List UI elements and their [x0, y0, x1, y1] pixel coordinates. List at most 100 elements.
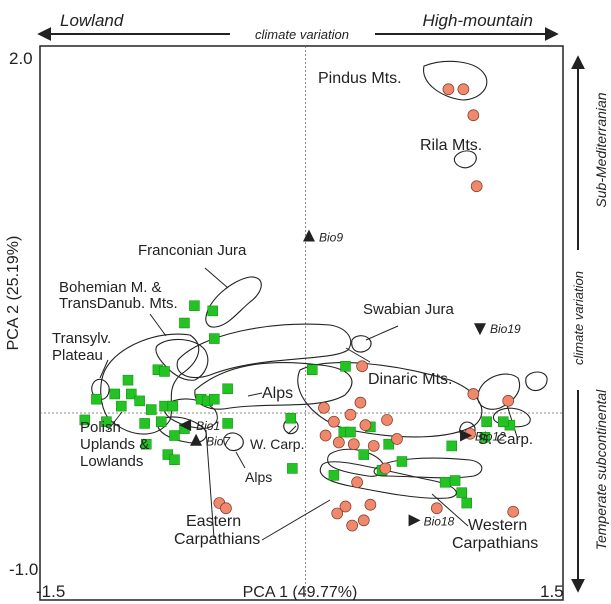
vector-arrow	[179, 419, 192, 432]
circle-point	[318, 401, 330, 414]
circle-point	[339, 500, 352, 513]
square-point	[209, 333, 220, 344]
circle-point	[319, 429, 332, 442]
square-point	[222, 383, 233, 395]
label-polish-3: Lowlands	[80, 453, 143, 470]
label-wcarp: W. Carp.	[250, 436, 304, 452]
outline-alps	[194, 362, 353, 410]
label-bohemian-1: Bohemian M. &	[59, 279, 162, 296]
square-point	[456, 487, 467, 498]
square-point	[116, 400, 127, 412]
label-franconian: Franconian Jura	[138, 242, 247, 259]
y-tick-bottom: -1.0	[9, 560, 38, 579]
circle-point	[347, 438, 360, 451]
square-point	[497, 416, 509, 427]
square-point	[155, 416, 167, 427]
right-axis-top-label: Sub-Mediterranian	[593, 92, 609, 207]
x-tick-right: 1.5	[540, 582, 564, 601]
outline-pindus	[423, 60, 488, 101]
square-point	[169, 454, 180, 466]
square-point	[396, 456, 408, 467]
label-western-1: Western	[468, 517, 527, 534]
top-axis: Lowland climate variation High-mountain	[37, 11, 559, 43]
label-eastern-1: Eastern	[186, 513, 241, 530]
square-point	[122, 374, 134, 386]
label-scarp: S. Carp.	[478, 431, 533, 448]
vector-label: Bio9	[319, 230, 343, 244]
outline-alps-lower	[223, 432, 244, 452]
plot-frame	[39, 45, 564, 601]
circle-point	[470, 180, 483, 193]
square-point	[101, 416, 112, 427]
square-point	[134, 395, 145, 407]
circle-point	[381, 414, 393, 426]
square-point	[481, 416, 492, 427]
y-tick-top: 2.0	[9, 49, 33, 68]
vector-label: Bio12	[475, 430, 506, 444]
vector-arrow	[408, 514, 421, 527]
square-point	[479, 432, 491, 443]
circle-point	[357, 514, 370, 527]
outline-transylv	[91, 378, 110, 400]
x-axis-label: PCA 1 (49.77%)	[243, 584, 358, 601]
square-point	[285, 412, 296, 424]
circle-points	[213, 83, 520, 532]
vector-arrow	[473, 323, 486, 336]
square-point	[446, 440, 458, 452]
square-point	[222, 418, 233, 429]
top-axis-left-label: Lowland	[60, 11, 124, 30]
square-point	[91, 393, 102, 405]
right-axis-bottom-label: Temperate subcontinental	[593, 389, 609, 550]
circle-point	[430, 502, 443, 515]
vector: Bio1	[179, 419, 220, 433]
leader-lines	[99, 267, 519, 541]
circle-point	[364, 498, 377, 511]
square-point	[179, 317, 190, 329]
vector: Bio7	[190, 433, 231, 449]
square-point	[109, 388, 120, 400]
circle-point	[331, 507, 344, 520]
outline-scarp-main	[477, 373, 520, 410]
top-axis-center-label: climate variation	[255, 27, 349, 42]
circle-point	[442, 83, 455, 96]
annotations: Pindus Mts. Rila Mts. Franconian Jura Bo…	[52, 70, 538, 552]
circle-point	[220, 502, 232, 515]
square-point	[141, 438, 152, 450]
outline-eastern-carp	[163, 398, 218, 429]
circle-point	[346, 519, 358, 532]
vector-label: Bio19	[490, 322, 521, 336]
y-axis-label: PCA 2 (25.19%)	[5, 236, 22, 351]
vector: Bio9	[302, 229, 343, 244]
label-dinaric: Dinaric Mts.	[368, 371, 452, 388]
label-alps: Alps	[262, 385, 293, 402]
square-point	[126, 388, 137, 400]
label-western-2: Carpathians	[452, 535, 538, 552]
circle-point	[467, 109, 480, 122]
square-point	[287, 463, 298, 474]
circle-point	[467, 388, 480, 400]
outline-franconian	[205, 276, 262, 328]
circle-point	[328, 415, 340, 428]
square-point	[145, 404, 157, 415]
circle-point	[391, 433, 403, 445]
square-point	[189, 300, 200, 311]
square-point	[345, 426, 356, 438]
circle-point	[379, 462, 392, 475]
label-alps-lower: Alps	[245, 469, 272, 485]
square-point	[439, 477, 451, 488]
outline-scarp-wide	[492, 407, 531, 428]
square-point	[340, 361, 351, 372]
circle-point	[367, 440, 380, 452]
outline-alps-middle	[176, 323, 352, 379]
x-tick-left: -1.5	[36, 582, 65, 601]
vector-label: Bio1	[196, 419, 220, 433]
label-pindus: Pindus Mts.	[318, 70, 402, 87]
outline-eastern-carp-inner	[157, 416, 207, 444]
label-rila: Rila Mts.	[420, 137, 482, 154]
label-eastern-2: Carpathians	[174, 531, 260, 548]
circle-point	[359, 419, 372, 431]
label-transylv-1: Transylv.	[52, 330, 111, 347]
square-point	[167, 400, 179, 412]
circle-point	[333, 436, 345, 449]
